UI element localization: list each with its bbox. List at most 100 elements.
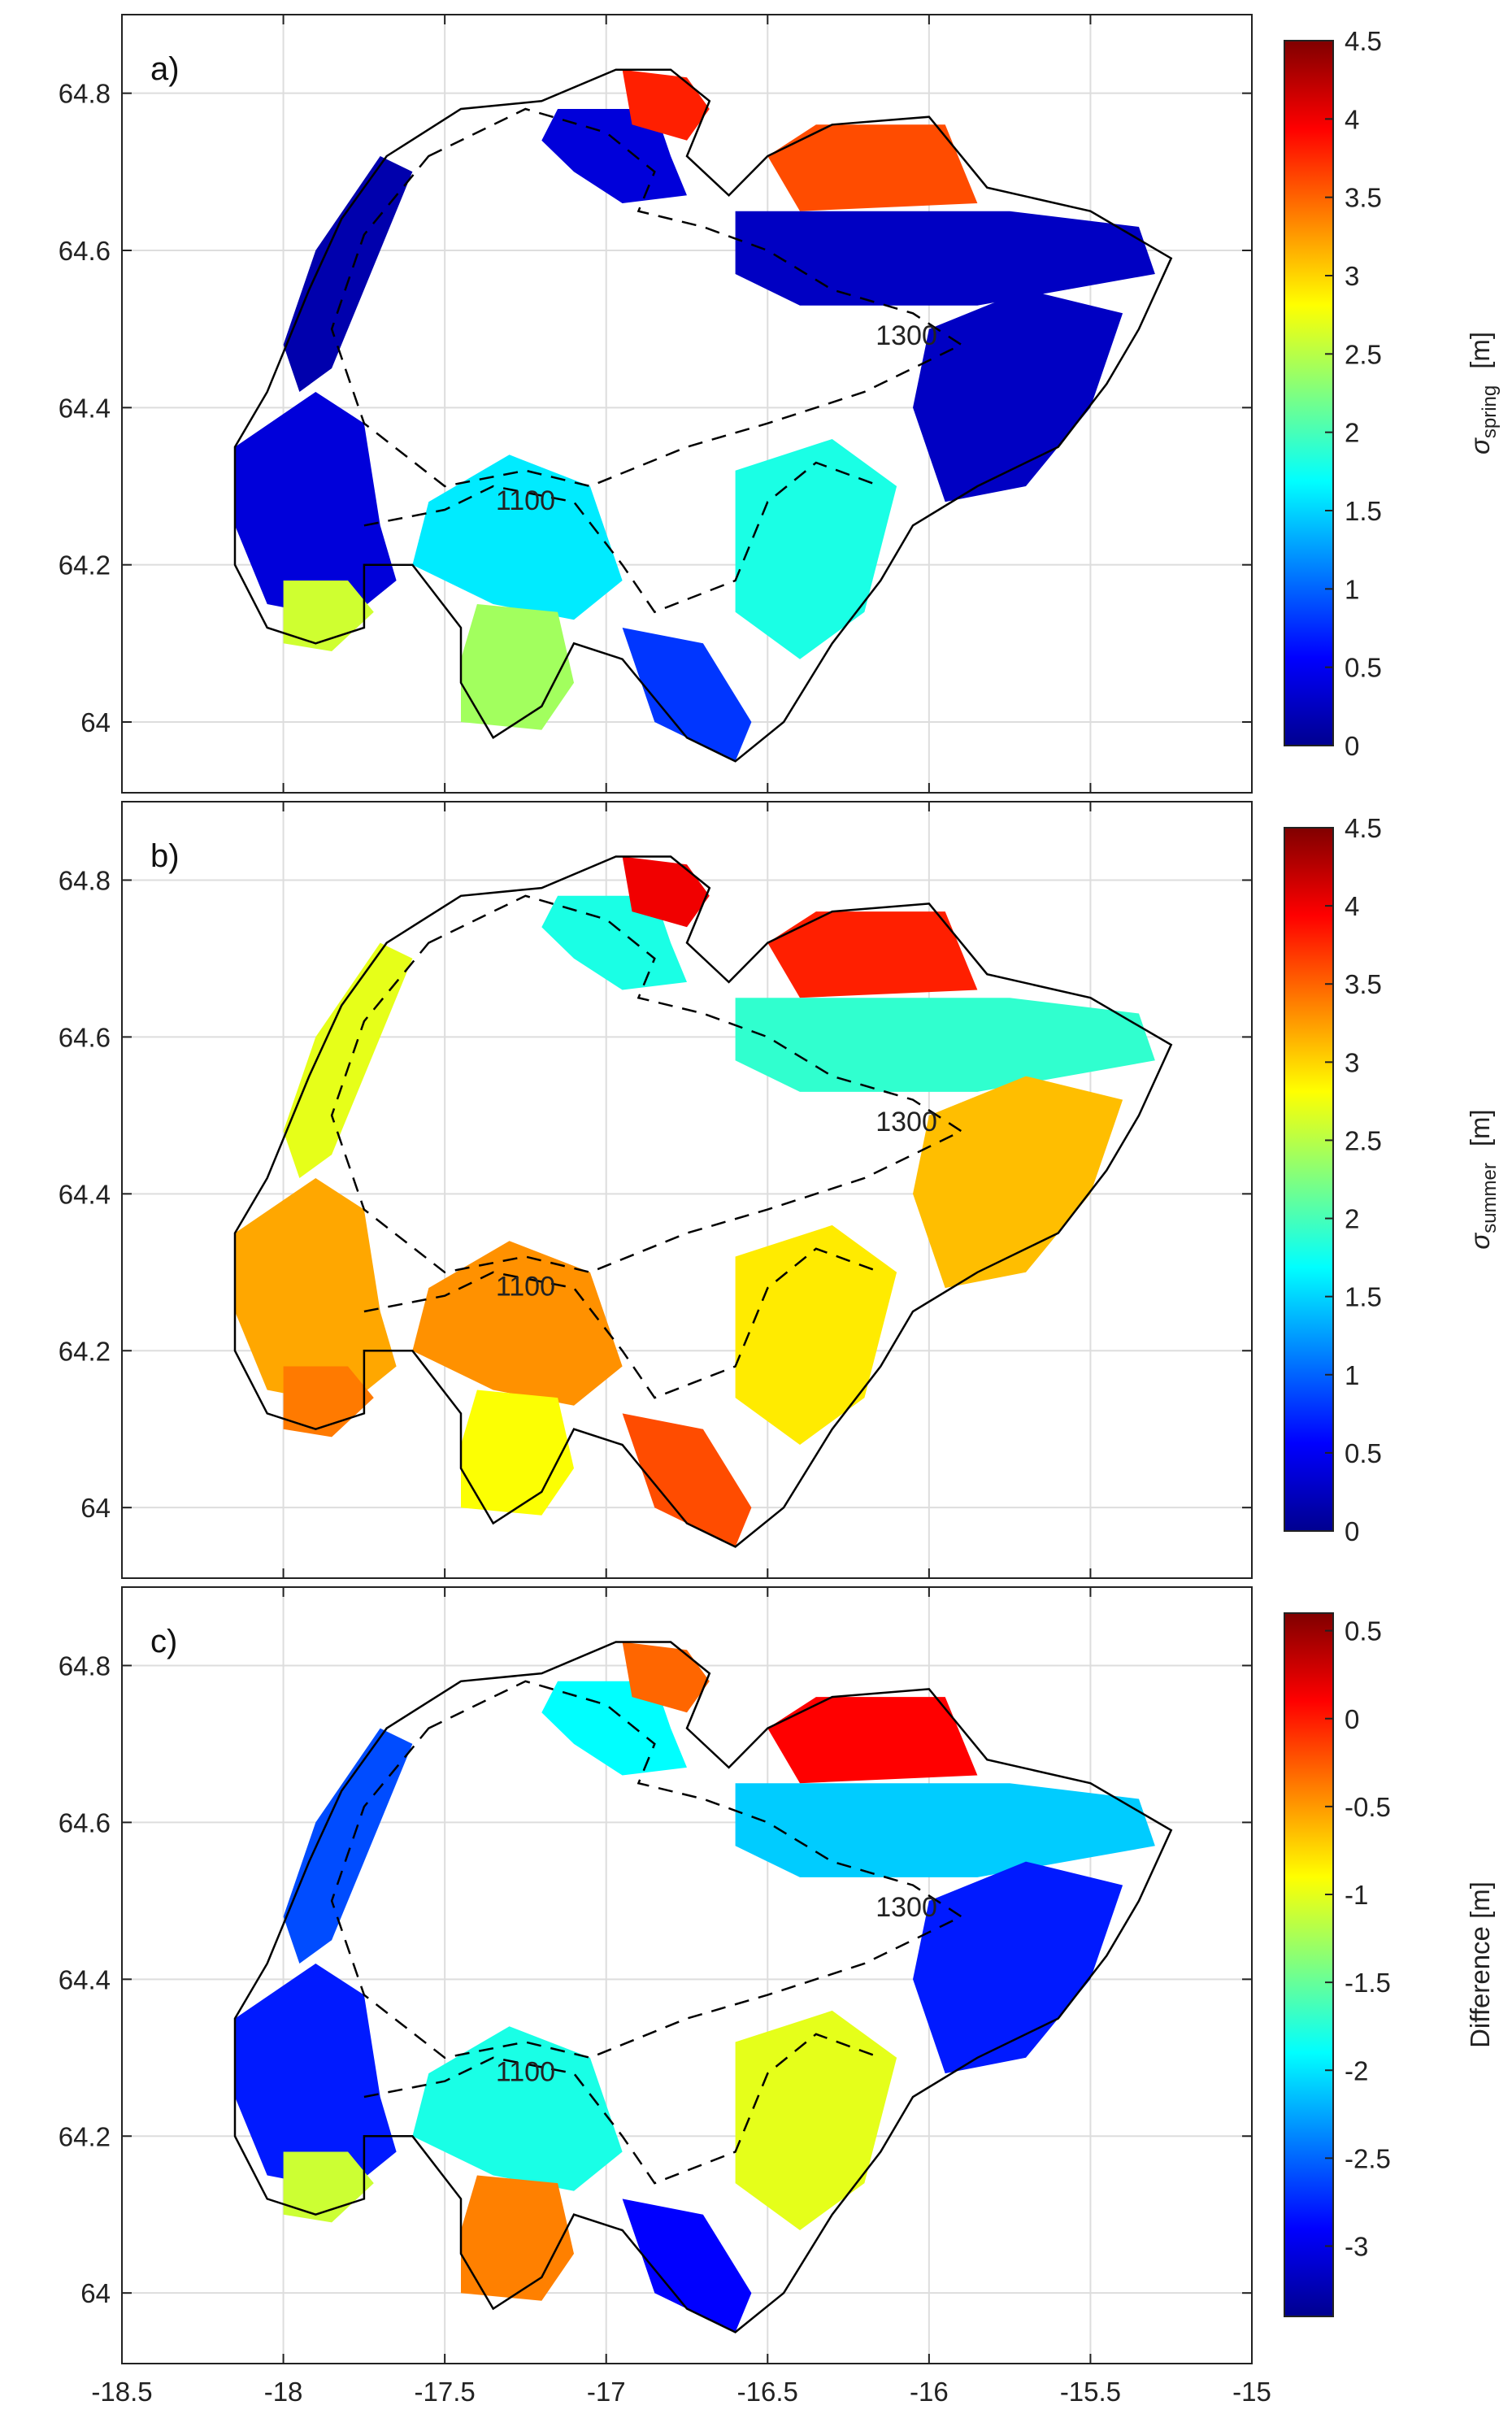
contour-1100 [363,461,881,614]
colorbar-title-symbol: σ [1465,1233,1495,1250]
colorbar-title: σsummer [m] [1465,1109,1501,1249]
contour-label: 1300 [875,1892,937,1923]
heat-region [622,2199,752,2333]
y-tick-label: 64.6 [59,1807,111,1838]
axes-frame [121,801,1253,1579]
colorbar-tick-label: 0.5 [1345,653,1382,683]
colorbar-tick-label: -1 [1345,1880,1368,1910]
heat-region [541,895,687,990]
colorbar-tick-label: -1.5 [1345,1968,1391,1998]
colorbar-tick-label: -3 [1345,2232,1368,2262]
heat-region [283,2151,374,2223]
heat-region [622,1413,752,1547]
colorbar-tick-label: 1.5 [1345,1282,1382,1312]
colorbar-title-unit: [m] [1465,332,1495,369]
panel-label: a) [150,51,180,87]
heat-region [913,1861,1123,2074]
colorbar-tick-label: 2 [1345,1204,1359,1234]
heat-region [283,1728,413,1964]
colorbar-tick-label: 0.5 [1345,1616,1382,1646]
contour-1100 [363,1247,881,1399]
heat-region [735,1224,897,1445]
contour-label: 1300 [875,1107,937,1137]
heat-region [767,1697,978,1784]
colorbar-tick-label: -0.5 [1345,1792,1391,1822]
heat-region [235,1178,397,1406]
axes-frame [121,1586,1253,2364]
panel-label: c) [150,1624,177,1659]
colorbar-title-unit: [m] [1465,1109,1495,1146]
colorbar-tick-label: 2.5 [1345,1125,1382,1155]
heat-region [735,1783,1155,1877]
y-tick-label: 64.6 [59,1022,111,1052]
y-tick-label: 64.8 [59,1651,111,1681]
colorbar-tick-label: -2.5 [1345,2143,1391,2173]
colorbar-tick-label: 3.5 [1345,969,1382,999]
y-tick-label: 64.6 [59,236,111,266]
colorbar-tick-label: 3.5 [1345,183,1382,213]
panel-3: 1300 1100 64 64.2 64.4 64.6 64.8 -18.5 -18 -17.5 -… [59,1586,1495,2407]
y-tick-label: 64 [80,1493,111,1523]
panel-1: 1300 1100 64 64.2 64.4 64.6 64.8 a) 0 0.5 1 1.5 2 2.5… [59,14,1501,794]
heat-region [622,1642,710,1713]
colorbar-tick-label: 4.5 [1345,813,1382,843]
x-tick-label: -16.5 [737,2377,798,2407]
panel-label: b) [150,838,180,874]
heat-region [541,1681,687,1776]
colorbar-title-sub: summer [1479,1163,1501,1233]
x-tick-label: -17 [587,2377,626,2407]
y-tick-label: 64 [80,707,111,737]
heat-region [913,1076,1123,1289]
x-tick-label: -18.5 [91,2377,152,2407]
panel-2: 1300 1100 64 64.2 64.4 64.6 64.8 b) 0 0.5 1 1.5 2 2.5… [59,801,1501,1579]
ice-cap-outline [233,855,1173,1548]
colorbar-tick-label: -2 [1345,2055,1368,2086]
contour-1300 [330,894,964,1274]
colorbar-tick-label: 4 [1345,104,1359,134]
heat-region [735,2010,897,2230]
ice-cap-outline [233,1641,1173,2333]
heat-region [767,911,978,998]
y-tick-label: 64.8 [59,865,111,895]
colorbar [1284,827,1334,1532]
colorbar-tick-label: 2 [1345,418,1359,448]
ice-cap-outline [233,68,1173,763]
heat-region [622,69,710,141]
contour-1300 [330,1680,964,2059]
y-tick-label: 64.2 [59,1336,111,1366]
heat-region [735,439,897,659]
contour-label: 1100 [496,1272,555,1303]
colorbar [1284,1612,1334,2317]
heat-region [235,1964,397,2191]
colorbar-tick-label: 1 [1345,574,1359,604]
heat-region [767,124,978,211]
y-tick-label: 64.4 [59,1964,111,1994]
x-tick-label: -15 [1232,2377,1271,2407]
heat-region [283,581,374,651]
heat-region [735,998,1155,1092]
heat-region [913,289,1123,502]
axes-frame [121,14,1253,794]
colorbar-title: σspring [m] [1465,332,1501,455]
colorbar [1284,40,1334,746]
heat-region [735,211,1155,306]
y-tick-label: 64 [80,2278,111,2308]
colorbar-tick-label: 1.5 [1345,496,1382,526]
heat-region [412,2026,623,2191]
y-tick-label: 64.8 [59,79,111,109]
colorbar-tick-label: 0.5 [1345,1438,1382,1468]
y-tick-label: 64.4 [59,1179,111,1209]
colorbar-tick-label: 0 [1345,1516,1359,1546]
heat-region [235,392,397,620]
x-tick-label: -15.5 [1060,2377,1121,2407]
heat-region [622,856,710,928]
x-tick-label: -18 [264,2377,303,2407]
colorbar-tick-label: 3 [1345,1047,1359,1077]
x-tick-label: -17.5 [415,2377,476,2407]
colorbar-tick-label: 3 [1345,261,1359,291]
colorbar-tick-label: 0 [1345,731,1359,761]
colorbar-title-sub: spring [1479,385,1501,438]
contour-label: 1300 [875,320,937,351]
colorbar-tick-label: 2.5 [1345,339,1382,369]
